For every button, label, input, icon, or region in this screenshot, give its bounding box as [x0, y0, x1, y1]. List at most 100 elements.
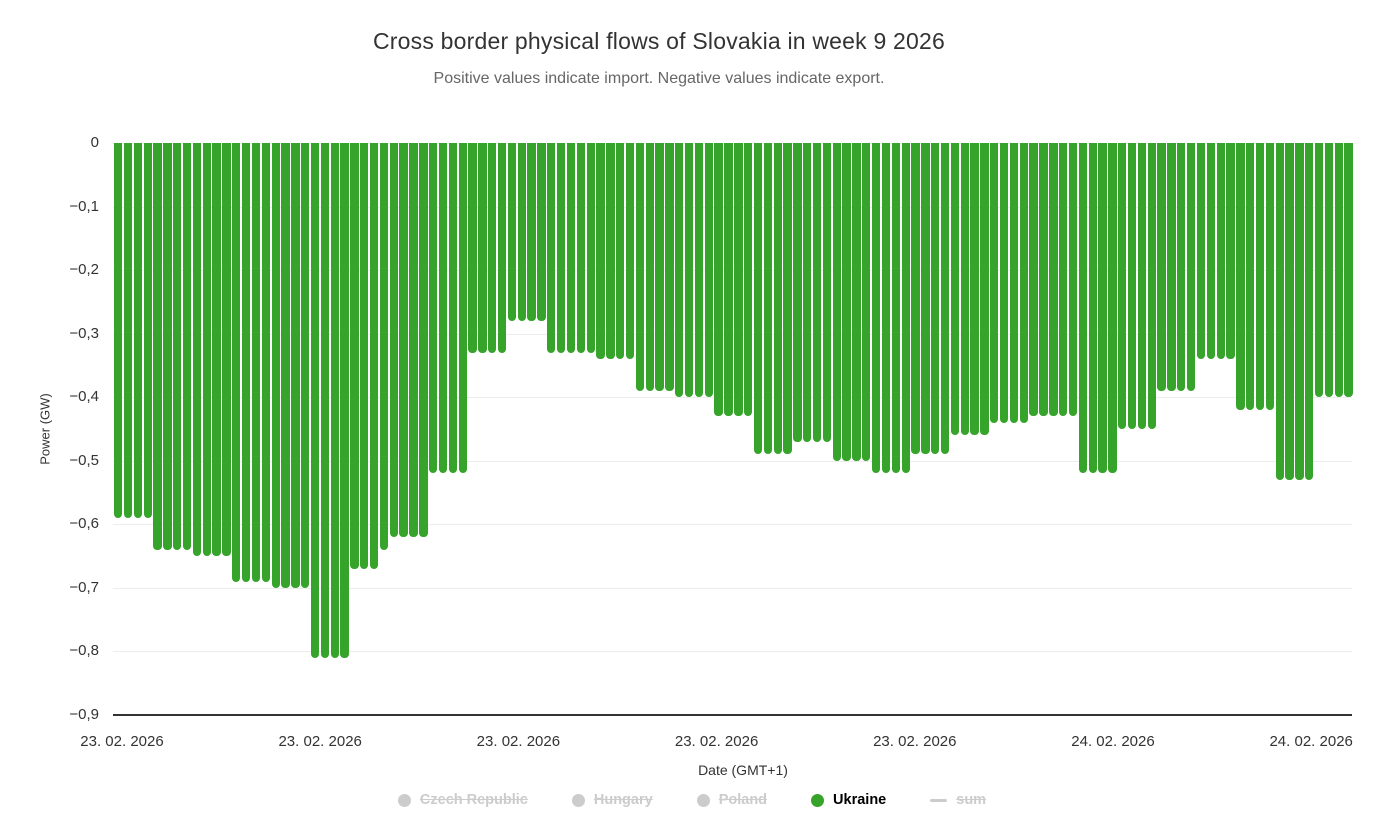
bar[interactable]: [999, 143, 1009, 423]
bar[interactable]: [950, 143, 960, 435]
bar[interactable]: [793, 143, 802, 442]
legend-item-sum[interactable]: sum: [930, 792, 986, 808]
bar[interactable]: [340, 143, 349, 658]
bar[interactable]: [980, 143, 989, 435]
bar[interactable]: [369, 143, 379, 569]
bar[interactable]: [1226, 143, 1235, 359]
bar[interactable]: [320, 143, 330, 658]
bar[interactable]: [1098, 143, 1107, 473]
bar[interactable]: [921, 143, 930, 454]
bar[interactable]: [389, 143, 398, 537]
bar[interactable]: [990, 143, 999, 423]
bar[interactable]: [241, 143, 251, 582]
bar[interactable]: [468, 143, 477, 353]
bar[interactable]: [1324, 143, 1334, 397]
bar[interactable]: [1039, 143, 1048, 416]
bar[interactable]: [1246, 143, 1255, 410]
bar[interactable]: [261, 143, 270, 582]
bar[interactable]: [212, 143, 221, 556]
bar[interactable]: [616, 143, 625, 359]
bar[interactable]: [163, 143, 172, 550]
bar[interactable]: [931, 143, 940, 454]
bar[interactable]: [596, 143, 605, 359]
bar[interactable]: [1157, 143, 1166, 391]
bar[interactable]: [744, 143, 753, 416]
bar[interactable]: [488, 143, 497, 353]
bar[interactable]: [1108, 143, 1117, 473]
bar[interactable]: [871, 143, 881, 473]
bar[interactable]: [881, 143, 891, 473]
bar[interactable]: [852, 143, 861, 461]
bar[interactable]: [842, 143, 851, 461]
bar[interactable]: [222, 143, 231, 556]
bar[interactable]: [478, 143, 487, 353]
bar[interactable]: [645, 143, 654, 391]
bar[interactable]: [704, 143, 713, 397]
bar[interactable]: [1068, 143, 1078, 416]
bar[interactable]: [507, 143, 517, 321]
bar[interactable]: [625, 143, 635, 359]
bar[interactable]: [1314, 143, 1324, 397]
bar[interactable]: [1265, 143, 1275, 410]
bar[interactable]: [114, 143, 123, 518]
bar[interactable]: [911, 143, 920, 454]
legend-item-poland[interactable]: Poland: [696, 792, 767, 808]
bar[interactable]: [291, 143, 300, 588]
bar[interactable]: [753, 143, 763, 454]
bar[interactable]: [419, 143, 428, 537]
bar[interactable]: [556, 143, 566, 353]
bar[interactable]: [655, 143, 664, 391]
bar[interactable]: [960, 143, 969, 435]
bar[interactable]: [576, 143, 585, 353]
legend-item-ukraine[interactable]: Ukraine: [811, 792, 886, 808]
bar[interactable]: [133, 143, 143, 518]
bar[interactable]: [1334, 143, 1343, 397]
bar[interactable]: [547, 143, 556, 353]
bar[interactable]: [1186, 143, 1196, 391]
bar[interactable]: [153, 143, 162, 550]
bar[interactable]: [684, 143, 694, 397]
bar[interactable]: [862, 143, 871, 461]
bar[interactable]: [281, 143, 290, 588]
bar[interactable]: [202, 143, 211, 556]
bar[interactable]: [301, 143, 310, 588]
bar[interactable]: [1236, 143, 1245, 410]
bar[interactable]: [527, 143, 536, 321]
bar[interactable]: [517, 143, 526, 321]
bar[interactable]: [1344, 143, 1353, 397]
bar[interactable]: [822, 143, 832, 442]
bar[interactable]: [143, 143, 152, 518]
bar[interactable]: [192, 143, 202, 556]
bar[interactable]: [1049, 143, 1058, 416]
bar[interactable]: [232, 143, 241, 582]
bar[interactable]: [271, 143, 280, 588]
bar[interactable]: [123, 143, 133, 518]
bar[interactable]: [734, 143, 743, 416]
bar[interactable]: [1029, 143, 1038, 416]
bar[interactable]: [1088, 143, 1097, 473]
bar[interactable]: [173, 143, 182, 550]
legend-item-hungary[interactable]: Hungary: [571, 792, 653, 808]
bar[interactable]: [832, 143, 841, 461]
bar[interactable]: [891, 143, 900, 473]
bar[interactable]: [399, 143, 408, 537]
bar[interactable]: [1147, 143, 1156, 429]
bar[interactable]: [330, 143, 339, 658]
bar[interactable]: [497, 143, 507, 353]
bar[interactable]: [970, 143, 979, 435]
bar[interactable]: [310, 143, 320, 658]
bar[interactable]: [1285, 143, 1294, 480]
bar[interactable]: [458, 143, 467, 473]
bar[interactable]: [763, 143, 773, 454]
bar[interactable]: [812, 143, 822, 442]
bar[interactable]: [379, 143, 389, 550]
bar[interactable]: [783, 143, 792, 454]
bar[interactable]: [1255, 143, 1265, 410]
bar[interactable]: [409, 143, 418, 537]
bar[interactable]: [694, 143, 704, 397]
bar[interactable]: [350, 143, 359, 569]
bar[interactable]: [586, 143, 595, 353]
bar[interactable]: [606, 143, 615, 359]
bar[interactable]: [1305, 143, 1314, 480]
bar[interactable]: [1275, 143, 1284, 480]
